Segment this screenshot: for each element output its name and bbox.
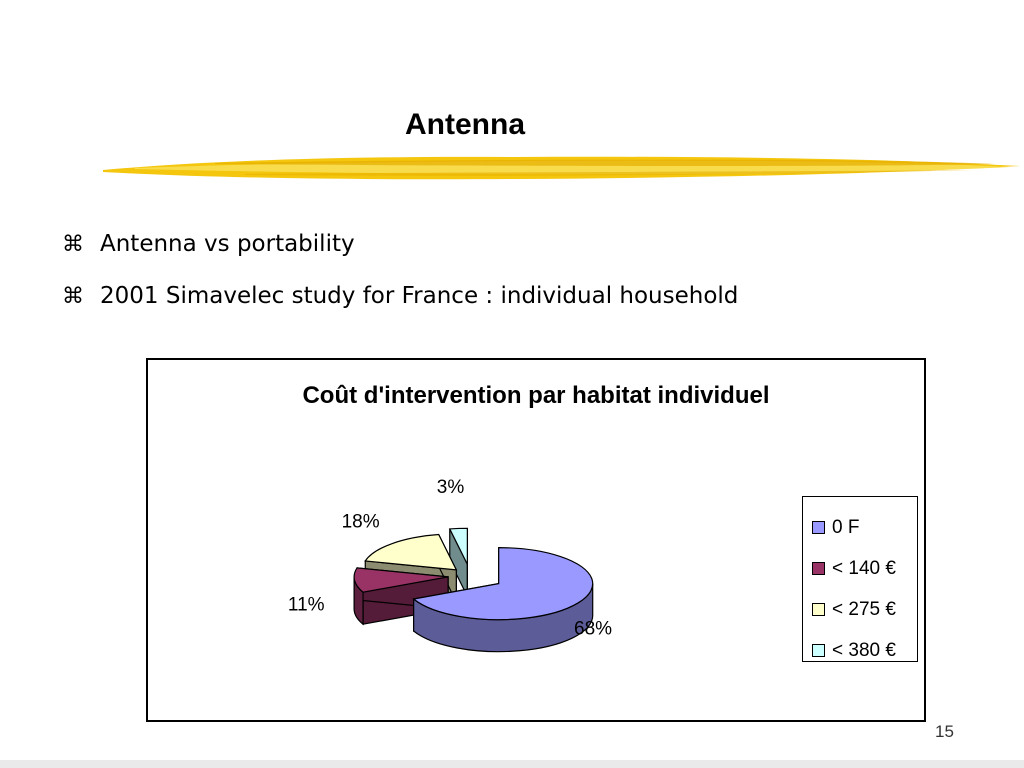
- command-symbol-icon: ⌘: [62, 231, 84, 257]
- legend-item: 0 F: [812, 507, 917, 548]
- legend-swatch: [812, 562, 825, 575]
- legend-item: < 380 €: [812, 630, 917, 671]
- pie-slice: [353, 567, 449, 626]
- highlighter-stroke-decoration: [103, 156, 1020, 180]
- pie-data-label: 3%: [437, 477, 465, 498]
- slide-title: Antenna: [405, 108, 525, 141]
- pie-data-label: 11%: [288, 595, 325, 616]
- pie-slice-top: [353, 567, 449, 593]
- pie-chart: 68% 11% 18% 3%: [288, 477, 612, 653]
- legend-label: 0 F: [832, 516, 860, 538]
- pie-slice-top: [448, 527, 468, 565]
- bullet-text: 2001 Simavelec study for France : indivi…: [100, 283, 739, 309]
- legend-label: < 140 €: [832, 557, 896, 579]
- chart-legend: 0 F < 140 € < 275 € < 380 €: [802, 496, 918, 662]
- legend-item: < 275 €: [812, 589, 917, 630]
- pie-slice-top: [412, 547, 594, 621]
- bullet-item: ⌘ Antenna vs portability: [62, 218, 738, 270]
- legend-swatch: [812, 603, 825, 616]
- pie-data-label: 18%: [342, 511, 380, 532]
- pie-slice-top: [364, 533, 458, 571]
- legend-label: < 380 €: [832, 639, 896, 661]
- bullet-list: ⌘ Antenna vs portability ⌘ 2001 Simavele…: [62, 218, 738, 322]
- legend-label: < 275 €: [832, 598, 896, 620]
- pie-slice: [412, 547, 594, 653]
- page-number: 15: [935, 722, 954, 741]
- bullet-item: ⌘ 2001 Simavelec study for France : indi…: [62, 270, 738, 322]
- pie-data-label: 68%: [574, 619, 612, 640]
- bullet-text: Antenna vs portability: [100, 231, 355, 257]
- chart-title: Coût d'intervention par habitat individu…: [302, 382, 770, 409]
- legend-item: < 140 €: [812, 548, 917, 589]
- command-symbol-icon: ⌘: [62, 283, 84, 309]
- legend-swatch: [812, 521, 825, 534]
- footer-divider: [0, 760, 1024, 768]
- legend-swatch: [812, 644, 825, 657]
- chart-frame: Coût d'intervention par habitat individu…: [146, 358, 926, 722]
